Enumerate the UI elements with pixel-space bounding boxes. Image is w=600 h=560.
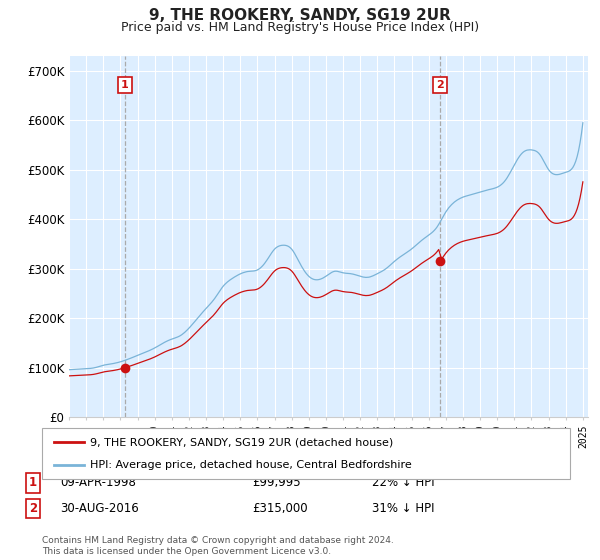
Text: 09-APR-1998: 09-APR-1998 xyxy=(60,476,136,489)
Text: 1: 1 xyxy=(121,80,129,90)
Text: 2: 2 xyxy=(436,80,444,90)
Text: 2: 2 xyxy=(29,502,37,515)
Text: 1: 1 xyxy=(29,476,37,489)
Text: Price paid vs. HM Land Registry's House Price Index (HPI): Price paid vs. HM Land Registry's House … xyxy=(121,21,479,34)
Text: £99,995: £99,995 xyxy=(252,476,301,489)
Text: 9, THE ROOKERY, SANDY, SG19 2UR (detached house): 9, THE ROOKERY, SANDY, SG19 2UR (detache… xyxy=(90,437,393,447)
Text: 31% ↓ HPI: 31% ↓ HPI xyxy=(372,502,434,515)
Text: £315,000: £315,000 xyxy=(252,502,308,515)
Text: 9, THE ROOKERY, SANDY, SG19 2UR: 9, THE ROOKERY, SANDY, SG19 2UR xyxy=(149,8,451,24)
Text: Contains HM Land Registry data © Crown copyright and database right 2024.
This d: Contains HM Land Registry data © Crown c… xyxy=(42,536,394,556)
Text: 30-AUG-2016: 30-AUG-2016 xyxy=(60,502,139,515)
Text: HPI: Average price, detached house, Central Bedfordshire: HPI: Average price, detached house, Cent… xyxy=(90,460,412,470)
Text: 22% ↓ HPI: 22% ↓ HPI xyxy=(372,476,434,489)
